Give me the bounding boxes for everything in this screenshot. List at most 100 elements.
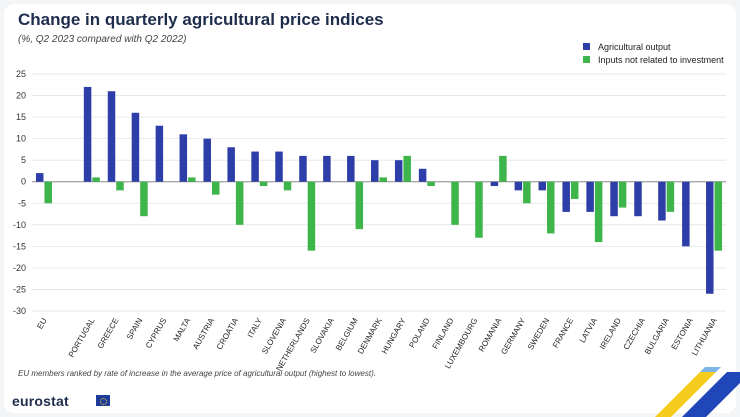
bar-output-denmark <box>371 160 379 182</box>
bar-inputs-hungary <box>403 155 411 182</box>
bar-output-france <box>562 181 570 212</box>
category-label-poland: POLAND <box>407 316 431 349</box>
bar-inputs-bulgaria <box>666 181 675 212</box>
category-label-italy: ITALY <box>246 316 265 339</box>
category-label-slovakia: SLOVAKIA <box>309 316 337 355</box>
bar-output-eu <box>35 173 44 182</box>
bar-inputs-ireland <box>618 181 627 208</box>
y-tick-label: -5 <box>18 198 26 208</box>
bar-inputs-germany <box>523 181 531 204</box>
category-label-spain: SPAIN <box>125 316 145 341</box>
bar-output-belgium <box>347 155 355 182</box>
bar-inputs-malta <box>188 177 196 182</box>
bar-inputs-portugal <box>92 177 100 182</box>
bar-output-bulgaria <box>658 181 666 221</box>
bar-output-cyprus <box>155 125 164 182</box>
bar-inputs-greece <box>116 181 124 191</box>
category-label-malta: MALTA <box>172 316 193 343</box>
bar-output-netherlands <box>299 155 307 182</box>
bar-output-greece <box>107 91 116 182</box>
bar-output-slovenia <box>275 151 283 182</box>
bar-output-latvia <box>586 181 594 212</box>
eu-flag-icon <box>96 395 110 406</box>
bars <box>35 86 723 294</box>
legend-swatch-output <box>583 43 590 50</box>
category-label-germany: GERMANY <box>499 316 527 356</box>
bar-output-austria <box>203 138 211 182</box>
y-tick-label: 20 <box>16 91 26 101</box>
bar-inputs-belgium <box>355 181 364 230</box>
category-label-portugal: PORTUGAL <box>67 316 97 359</box>
bar-inputs-eu <box>44 181 52 204</box>
category-label-ireland: IRELAND <box>598 316 623 351</box>
y-tick-label: 25 <box>16 69 26 79</box>
y-tick-label: -10 <box>13 220 26 230</box>
category-label-hungary: HUNGARY <box>380 316 408 356</box>
category-label-eu: EU <box>35 316 48 330</box>
category-label-czechia: CZECHIA <box>622 316 648 351</box>
footnote: EU members ranked by rate of increase in… <box>18 369 376 378</box>
y-tick-label: -25 <box>13 284 26 294</box>
x-axis-labels: EU PORTUGAL GREECE SPAIN CYPRUS MALTAAUSTRIAC… <box>35 316 719 373</box>
y-tick-label: 0 <box>21 177 26 187</box>
legend-item-inputs: Inputs not related to investment <box>583 53 724 66</box>
category-label-greece: GREECE <box>96 317 121 351</box>
y-axis-ticks: 25 20 15 10 5 0 -5 -10 -15 -20 -25 -30 <box>13 69 26 316</box>
chart-subtitle: (%, Q2 2023 compared with Q2 2022) <box>18 34 187 45</box>
bar-inputs-croatia <box>235 181 244 225</box>
category-label-belgium: BELGIUM <box>334 316 360 352</box>
chart-title: Change in quarterly agricultural price i… <box>18 10 384 29</box>
bar-output-italy <box>251 151 259 182</box>
legend-item-output: Agricultural output <box>583 40 724 53</box>
category-label-sweden: SWEDEN <box>526 316 551 351</box>
eurostat-ribbon <box>655 367 740 417</box>
bar-output-romania <box>490 181 499 187</box>
bar-inputs-luxembourg <box>475 181 483 238</box>
category-label-bulgaria: BULGARIA <box>643 316 671 356</box>
category-label-lithuania: LITHUANIA <box>690 316 719 357</box>
category-label-estonia: ESTONIA <box>670 316 696 351</box>
category-label-croatia: CROATIA <box>215 316 241 351</box>
bar-output-ireland <box>610 181 618 217</box>
bar-inputs-netherlands <box>307 181 316 251</box>
bar-inputs-romania <box>499 155 507 182</box>
y-tick-label: 15 <box>16 112 26 122</box>
bar-output-sweden <box>538 181 547 191</box>
category-label-romania: ROMANIA <box>477 316 504 353</box>
bar-inputs-slovenia <box>283 181 292 191</box>
y-tick-label: -15 <box>13 241 26 251</box>
bar-inputs-austria <box>211 181 220 195</box>
legend-label-output: Agricultural output <box>598 41 671 52</box>
bar-output-spain <box>131 112 140 182</box>
bar-inputs-lithuania <box>714 181 723 251</box>
bar-inputs-italy <box>259 181 268 187</box>
category-label-latvia: LATVIA <box>578 316 600 344</box>
y-tick-label: 5 <box>21 155 26 165</box>
eurostat-logo: eurostat <box>12 393 69 409</box>
legend-swatch-inputs <box>583 56 590 63</box>
category-label-cyprus: CYPRUS <box>144 317 168 350</box>
bar-inputs-finland <box>451 181 459 225</box>
legend-label-inputs: Inputs not related to investment <box>598 54 724 65</box>
y-tick-label: 10 <box>16 134 26 144</box>
bar-inputs-denmark <box>379 177 387 182</box>
y-tick-label: -20 <box>13 263 26 273</box>
bar-output-croatia <box>227 147 235 182</box>
y-tick-label: -30 <box>13 306 26 316</box>
bar-output-czechia <box>634 181 642 217</box>
bar-inputs-sweden <box>547 181 555 234</box>
category-label-france: FRANCE <box>551 317 575 350</box>
bar-output-malta <box>179 134 188 182</box>
bar-output-lithuania <box>706 181 714 294</box>
legend: Agricultural output Inputs not related t… <box>583 40 724 66</box>
bar-output-portugal <box>83 86 92 182</box>
bar-output-hungary <box>394 160 403 182</box>
bar-inputs-spain <box>140 181 148 217</box>
category-label-austria: AUSTRIA <box>191 316 216 351</box>
category-label-finland: FINLAND <box>431 316 456 350</box>
bar-output-poland <box>418 168 427 182</box>
bar-output-estonia <box>682 181 690 247</box>
bar-output-slovakia <box>323 155 331 182</box>
bar-inputs-poland <box>427 181 435 187</box>
